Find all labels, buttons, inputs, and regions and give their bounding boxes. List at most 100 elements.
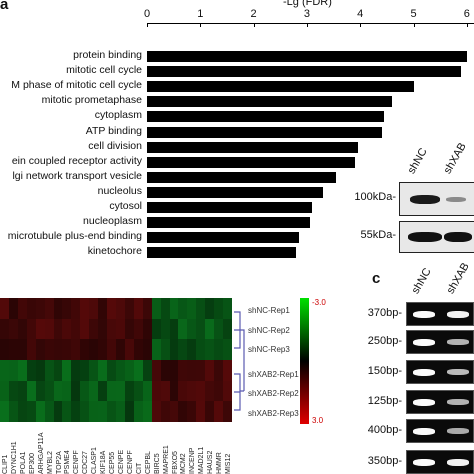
- heatmap-cell: [44, 339, 55, 361]
- heatmap-cell: [62, 339, 72, 361]
- heatmap-cell: [160, 339, 171, 361]
- x-axis-title: -Lg (FDR): [283, 0, 332, 8]
- heatmap-cell: [205, 360, 215, 382]
- heatmap-cell: [17, 318, 28, 340]
- heatmap-cell: [160, 318, 171, 340]
- heatmap-cell: [35, 339, 46, 361]
- panel-a-letter: a: [0, 0, 9, 13]
- heatmap-cell: [62, 318, 72, 340]
- x-tick-label: 2: [250, 8, 257, 20]
- gel-band: [447, 369, 469, 375]
- color-scale-bar: [300, 298, 309, 424]
- heatmap-gene-label: CENPF: [126, 450, 134, 474]
- heatmap-cell: [160, 298, 171, 320]
- heatmap-cell: [151, 380, 162, 402]
- heatmap-cell: [196, 318, 206, 340]
- gel-marker-label: 150bp-: [367, 365, 402, 377]
- heatmap-cell: [0, 298, 10, 320]
- heatmap-cell: [178, 318, 188, 340]
- heatmap-gene-label: INCENP: [189, 447, 197, 474]
- heatmap-gene-label: MAD2L1: [198, 446, 206, 474]
- go-term-label: microtubule plus-end binding: [7, 230, 142, 243]
- heatmap-cell: [151, 360, 162, 382]
- heatmap-cell: [53, 360, 63, 382]
- heatmap-cell: [89, 339, 99, 361]
- heatmap-cell: [44, 298, 55, 320]
- heatmap-cell: [196, 360, 206, 382]
- heatmap-row-label: shNC-Rep1: [248, 306, 290, 315]
- go-bar: [147, 81, 414, 93]
- x-tick-mark: [253, 23, 255, 27]
- heatmap-cell: [17, 380, 28, 402]
- heatmap-dendrogram: [234, 311, 245, 411]
- x-tick-mark: [200, 23, 202, 27]
- heatmap-cell: [26, 339, 37, 361]
- go-bar: [147, 111, 385, 123]
- heatmap-gene-label: CENPF: [73, 450, 81, 474]
- heatmap-cell: [71, 380, 81, 402]
- heatmap-cell: [8, 360, 19, 382]
- heatmap-cell: [17, 339, 28, 361]
- heatmap-gene-label: CLIP1: [2, 454, 9, 474]
- heatmap-cell: [53, 380, 63, 402]
- heatmap-cell: [98, 380, 108, 402]
- heatmap-gene-label: ARHGAP11A: [37, 432, 45, 474]
- gel-band: [447, 339, 469, 345]
- x-tick-mark: [147, 23, 148, 27]
- heatmap-cell: [169, 360, 179, 382]
- heatmap-cell: [116, 401, 126, 422]
- go-term-label: protein binding: [73, 49, 142, 61]
- x-tick-label: 5: [410, 8, 417, 20]
- go-term-label: cytoplasm: [94, 109, 142, 122]
- heatmap-cell: [169, 380, 179, 402]
- blot-100kda-box: [399, 182, 474, 216]
- heatmap-cell: [178, 401, 188, 422]
- gel-band: [413, 311, 435, 318]
- heatmap-cell: [17, 360, 28, 382]
- heatmap-cell: [196, 380, 206, 402]
- heatmap-cell: [71, 339, 81, 361]
- legend-bottom-value: 3.0: [312, 416, 324, 425]
- heatmap-gene-label: BIRC5: [153, 453, 161, 474]
- heatmap-cell: [80, 380, 90, 402]
- heatmap-cell: [178, 380, 188, 402]
- heatmap-cell: [116, 360, 126, 382]
- heatmap-gene-label: MYBL2: [46, 451, 54, 474]
- heatmap-row-label: shXAB2-Rep1: [248, 369, 299, 379]
- gel-strip: [406, 450, 474, 474]
- heatmap-cell: [187, 401, 197, 422]
- heatmap-gene-label: KIF18A: [100, 450, 108, 474]
- heatmap-cell: [89, 298, 99, 320]
- heatmap-cell: [26, 401, 37, 422]
- heatmap-cell: [26, 298, 37, 320]
- band-shxab-100: [446, 197, 466, 202]
- heatmap-cell: [62, 360, 72, 382]
- heatmap-cell: [17, 298, 28, 320]
- heatmap-cell: [53, 401, 63, 422]
- heatmap-cell: [223, 318, 232, 340]
- heatmap-cell: [223, 339, 232, 361]
- gel-marker-label: 250bp-: [367, 335, 402, 347]
- go-term-label: kinetochore: [87, 245, 142, 258]
- heatmap-cell: [0, 339, 10, 361]
- x-tick-mark: [413, 23, 415, 27]
- heatmap-cell: [62, 298, 72, 320]
- gel-band: [413, 428, 435, 435]
- heatmap-cell: [151, 298, 162, 320]
- gel-lane-label: shXAB: [444, 260, 472, 296]
- heatmap-cell: [160, 360, 171, 382]
- gel-marker-label: 350bp-: [367, 455, 402, 467]
- heatmap-gene-label: CEP55: [109, 451, 117, 474]
- gel-strip: [406, 419, 474, 443]
- go-bar: [147, 202, 313, 213]
- heatmap-gene-label: FBXO5: [171, 451, 179, 474]
- heatmap-cell: [151, 339, 162, 361]
- heatmap-cell: [187, 318, 197, 340]
- x-tick-mark: [466, 23, 468, 27]
- heatmap-cell: [98, 339, 108, 361]
- heatmap-cell: [89, 360, 99, 382]
- x-tick-label: 1: [197, 8, 204, 20]
- heatmap-gene-label: CIT: [135, 462, 143, 474]
- heatmap-cell: [80, 360, 90, 382]
- heatmap-cell: [124, 401, 135, 422]
